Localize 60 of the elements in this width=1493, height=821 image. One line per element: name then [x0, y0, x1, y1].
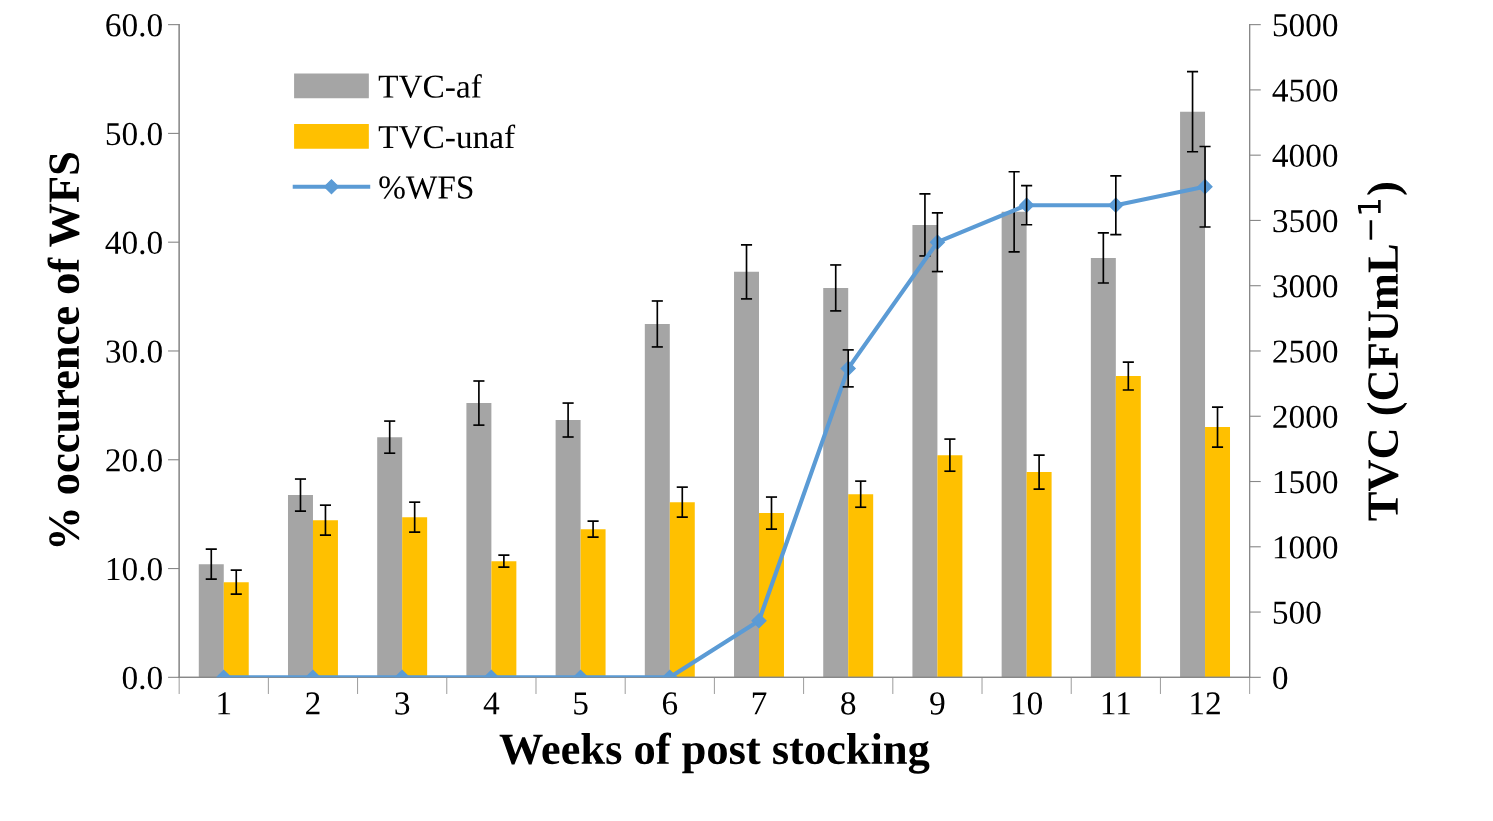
y2-tick-label: 4500: [1272, 79, 1338, 102]
y-tick-label: 30.0: [106, 340, 162, 364]
y2-tick-label: 2000: [1273, 405, 1338, 429]
y-tick-label: 50.0: [106, 122, 162, 146]
bar: [734, 271, 759, 678]
y2-tick-label: 4000: [1272, 144, 1338, 168]
bar: [377, 437, 403, 678]
bar: [1001, 211, 1027, 678]
y-tick-label: 20.0: [106, 449, 162, 472]
x-axis-title: Weeks of post stocking: [499, 732, 930, 774]
y2-tick-label: 3000: [1273, 275, 1338, 298]
x-tick-label: 7: [752, 692, 767, 715]
bar: [1115, 376, 1141, 678]
bar: [312, 520, 338, 678]
y-tick-label: 40.0: [105, 231, 162, 255]
y-axis-title: % occurence of WFS: [47, 153, 80, 547]
bar: [1026, 472, 1052, 678]
y-tick-label: 60.0: [106, 14, 162, 37]
bar: [287, 495, 313, 678]
x-tick-label: 4: [483, 692, 500, 715]
y2-tick-label: 3500: [1273, 209, 1338, 233]
x-tick-label: 11: [1102, 692, 1130, 715]
y-tick-label: 0.0: [122, 666, 162, 690]
bar: [823, 287, 849, 678]
x-tick-label: 5: [574, 692, 588, 715]
y2-tick-label: 5000: [1273, 14, 1338, 37]
y2-tick-label: 1500: [1274, 470, 1338, 494]
x-tick-label: 9: [930, 692, 945, 715]
bar: [669, 502, 695, 678]
bar: [402, 517, 428, 678]
x-tick-label: 3: [395, 692, 410, 715]
y2-tick-label: 0: [1273, 666, 1288, 690]
legend-label: %WFS: [379, 176, 473, 199]
bar: [912, 224, 938, 678]
bar: [1205, 427, 1231, 678]
y2-tick-label: 500: [1273, 601, 1321, 624]
x-tick-label: 2: [306, 692, 320, 715]
y2-tick-label: 1000: [1274, 536, 1338, 559]
legend-label: TVC-unaf: [378, 124, 516, 149]
y2-tick-label: 2500: [1273, 340, 1338, 363]
bar: [644, 323, 670, 678]
bar: [198, 564, 224, 678]
bar: [1180, 111, 1206, 678]
bar: [555, 420, 581, 678]
y-tick-label: 10.0: [107, 557, 162, 581]
x-tick-label: 8: [841, 692, 856, 715]
x-tick-label: 1: [218, 692, 231, 715]
bar: [491, 561, 517, 678]
bar: [1090, 257, 1116, 678]
bar: [223, 582, 249, 678]
x-tick-label: 12: [1191, 692, 1220, 715]
bar: [580, 529, 606, 678]
y2-axis-title: TVC (CFUmL$^{−1}$): [1357, 183, 1408, 521]
bar: [759, 513, 784, 678]
x-tick-label: 6: [662, 692, 678, 715]
legend-label: TVC-af: [378, 74, 482, 99]
x-tick-label: 10: [1012, 692, 1043, 715]
bar: [937, 455, 963, 678]
bar: [848, 494, 874, 678]
bar: [466, 403, 492, 678]
